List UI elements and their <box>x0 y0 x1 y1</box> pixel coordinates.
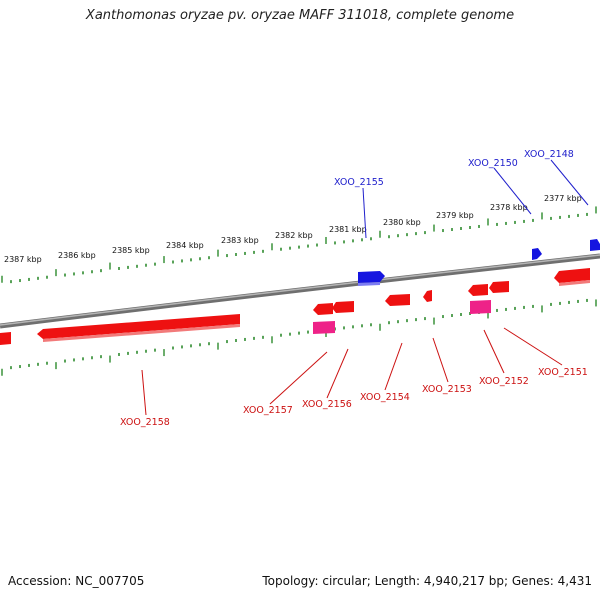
gene-xoo-2157[interactable] <box>313 303 333 315</box>
leader-xoo-2151 <box>503 327 563 366</box>
ruler-label-2382: 2382 kbp <box>275 231 313 240</box>
gene-xoo-2154[interactable] <box>385 294 410 306</box>
gene-label-xoo-2151[interactable]: XOO_2151 <box>538 367 588 378</box>
gene-xoo-2158[interactable] <box>37 314 240 339</box>
ruler-label-2385: 2385 kbp <box>112 246 150 255</box>
leader-xoo-2148 <box>550 159 589 206</box>
gene-label-xoo-2152[interactable]: XOO_2152 <box>479 376 529 387</box>
ruler-label-2386: 2386 kbp <box>58 251 96 260</box>
topology-text: Topology: circular; Length: 4,940,217 bp… <box>262 574 592 588</box>
gene-xoo-2151-shadow <box>559 280 590 286</box>
gene-xoo-2148[interactable] <box>590 239 600 251</box>
gene-xoo-2151[interactable] <box>554 268 590 283</box>
gene-label-xoo-2153[interactable]: XOO_2153 <box>422 384 472 395</box>
gene-label-xoo-2148[interactable]: XOO_2148 <box>524 149 574 160</box>
leader-xoo-2158 <box>141 369 147 416</box>
map-title: Xanthomonas oryzae pv. oryzae MAFF 31101… <box>85 8 515 23</box>
gene-xoo-2152-alt[interactable] <box>470 300 491 314</box>
genome-backbone-highlight <box>0 254 600 326</box>
gene-xoo-2152[interactable] <box>468 284 488 296</box>
gene-label-xoo-2154[interactable]: XOO_2154 <box>360 392 410 403</box>
gene-xoo-2158-shadow <box>43 324 240 342</box>
leader-xoo-2157 <box>269 351 328 405</box>
ruler-label-2384: 2384 kbp <box>166 241 204 250</box>
gene-xoo-2156[interactable] <box>332 301 354 313</box>
leader-xoo-2152 <box>483 329 505 374</box>
ruler-label-2380: 2380 kbp <box>383 218 421 227</box>
leader-xoo-2150 <box>493 167 532 215</box>
ruler-label-2383: 2383 kbp <box>221 236 259 245</box>
gene-xoo-2153[interactable] <box>423 290 432 302</box>
forward-strand-genes <box>358 239 600 286</box>
gene-xoo-2157-alt[interactable] <box>313 321 335 334</box>
ruler-label-2379: 2379 kbp <box>436 211 474 220</box>
gene-xoo-2155[interactable] <box>358 271 385 283</box>
gene-left-edge[interactable] <box>0 332 11 345</box>
gene-xoo-2150[interactable] <box>532 248 542 260</box>
accession-text: Accession: NC_007705 <box>8 574 145 588</box>
genome-backbone <box>0 253 600 329</box>
ruler-label-2377: 2377 kbp <box>544 194 582 203</box>
outer-tick-ruler <box>1 206 597 284</box>
gene-label-xoo-2156[interactable]: XOO_2156 <box>302 399 352 410</box>
gene-label-xoo-2155[interactable]: XOO_2155 <box>334 177 384 188</box>
leader-xoo-2154 <box>384 342 403 391</box>
gene-label-xoo-2158[interactable]: XOO_2158 <box>120 417 170 428</box>
ruler-label-2381: 2381 kbp <box>329 225 367 234</box>
leader-xoo-2153 <box>432 337 449 383</box>
ruler-label-2387: 2387 kbp <box>4 255 42 264</box>
gene-xoo-2152-next[interactable] <box>489 281 509 293</box>
ruler-label-2378: 2378 kbp <box>490 203 528 212</box>
leader-xoo-2155 <box>362 187 367 239</box>
gene-label-xoo-2157[interactable]: XOO_2157 <box>243 405 293 416</box>
reverse-strand-genes <box>0 268 590 345</box>
leader-xoo-2156 <box>326 348 349 399</box>
leader-lines <box>141 159 589 416</box>
gene-xoo-2155-shadow <box>358 282 380 286</box>
gene-label-xoo-2150[interactable]: XOO_2150 <box>468 158 518 169</box>
